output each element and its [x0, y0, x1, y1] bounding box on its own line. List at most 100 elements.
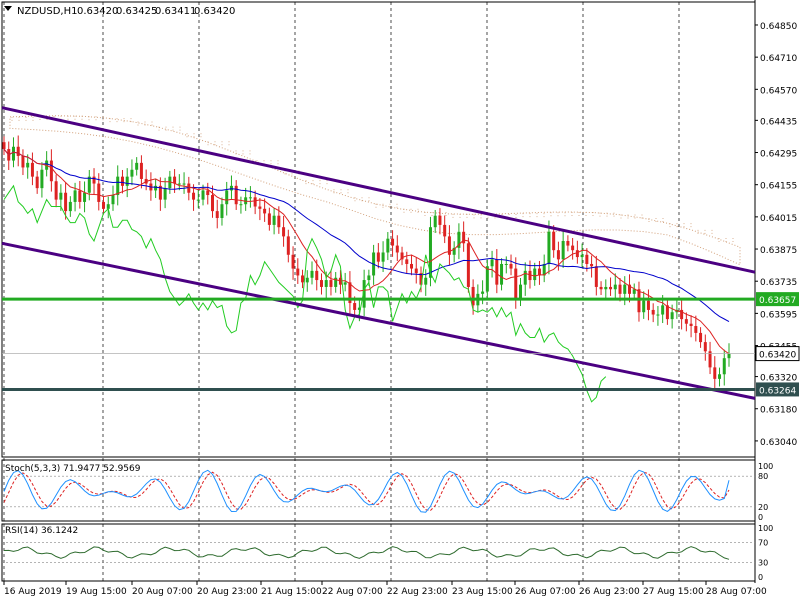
candle-body	[367, 275, 371, 281]
y-tick-label: 0.63320	[760, 374, 797, 384]
candle-body	[556, 250, 560, 260]
candle-body	[485, 266, 489, 292]
candle-body	[642, 300, 646, 313]
ohlc-low: 0.63411	[155, 6, 196, 17]
candle-body	[353, 303, 357, 310]
candle-body	[163, 188, 167, 200]
candle-body	[599, 286, 603, 290]
x-tick-label: 16 Aug 2019	[4, 587, 62, 597]
candle-body	[443, 224, 447, 237]
x-tick-label: 20 Aug 07:00	[132, 587, 193, 597]
candle-body	[135, 162, 139, 170]
candle-body	[414, 268, 418, 274]
candle-body	[542, 263, 546, 276]
candle-body	[481, 291, 485, 294]
candle-body	[452, 247, 456, 255]
candle-body	[561, 240, 565, 260]
candle-body	[87, 176, 91, 193]
x-tick-label: 26 Aug 23:00	[579, 587, 640, 597]
candle-body	[26, 162, 30, 168]
candle-body	[201, 190, 205, 200]
candle-body	[708, 351, 712, 368]
candle-body	[35, 176, 39, 189]
candle-body	[490, 259, 494, 267]
y-tick-label: 0.64155	[760, 182, 797, 192]
candle-body	[64, 192, 68, 212]
candle-body	[400, 252, 404, 260]
symbol-label: NZDUSD,H1	[17, 6, 77, 17]
candle-body	[632, 289, 636, 294]
x-tick-label: 27 Aug 15:00	[643, 587, 704, 597]
candle-body	[182, 183, 186, 185]
candle-body	[357, 307, 361, 310]
candle-body	[192, 192, 196, 200]
candle-body	[68, 201, 72, 212]
candle-body	[519, 284, 523, 299]
candle-body	[376, 252, 380, 262]
candle-body	[537, 268, 541, 276]
candle-body	[59, 192, 63, 200]
candle-body	[305, 277, 309, 283]
candle-body	[552, 231, 556, 251]
x-tick-label: 26 Aug 07:00	[515, 587, 576, 597]
candle-body	[609, 286, 613, 290]
support-dark-label: 0.63264	[759, 386, 796, 396]
x-tick-label: 22 Aug 23:00	[387, 587, 448, 597]
candle-body	[229, 185, 233, 191]
candle-body	[457, 231, 461, 248]
candle-body	[206, 190, 210, 196]
kijun-line	[3, 148, 730, 323]
candle-body	[2, 142, 6, 150]
candle-body	[580, 254, 584, 258]
stoch-label: Stoch(5,3,3) 71.9477 52.9569	[5, 464, 141, 474]
candle-body	[272, 215, 276, 225]
stoch-level-label: 20	[758, 503, 768, 512]
candle-body	[116, 176, 120, 196]
candle-body	[689, 323, 693, 327]
x-tick-label: 28 Aug 07:00	[706, 587, 767, 597]
candle-body	[168, 176, 172, 189]
y-tick-label: 0.64850	[760, 22, 797, 32]
candle-body	[11, 146, 15, 161]
stoch-level-label: 0	[758, 513, 763, 522]
ohlc-close: 0.63420	[194, 6, 235, 17]
candle-body	[334, 277, 338, 287]
candle-body	[547, 231, 551, 264]
candle-body	[277, 215, 281, 228]
candle-body	[495, 259, 499, 285]
x-tick-label: 23 Aug 15:00	[452, 587, 513, 597]
candle-body	[92, 176, 96, 184]
trend-lines	[1, 106, 756, 400]
candle-body	[566, 240, 570, 246]
candle-body	[661, 305, 665, 315]
indicator-lines	[3, 148, 730, 403]
candle-body	[111, 195, 115, 205]
tenkan-line	[3, 148, 730, 355]
candle-body	[391, 238, 395, 246]
candle-body	[433, 215, 437, 228]
candle-body	[571, 245, 575, 251]
stoch-level-label: 100	[758, 462, 773, 471]
candles	[2, 135, 731, 390]
candle-body	[343, 282, 347, 285]
candle-body	[684, 319, 688, 324]
candle-body	[713, 367, 717, 379]
dropdown-arrow-icon[interactable]	[4, 6, 12, 11]
rsi-level-label: 70	[758, 539, 768, 548]
candle-body	[419, 273, 423, 285]
candle-body	[466, 243, 470, 287]
candle-body	[130, 169, 134, 177]
candle-body	[623, 284, 627, 294]
axes: 0.64850 0.64710 0.64570 0.64435 0.64295 0.641…	[3, 22, 800, 597]
candle-body	[329, 280, 333, 287]
candle-body	[718, 374, 722, 379]
candle-body	[670, 312, 674, 320]
candle-body	[296, 268, 300, 276]
candle-body	[509, 263, 513, 269]
candle-body	[447, 236, 451, 255]
candle-body	[348, 282, 352, 304]
y-tick-label: 0.64710	[760, 54, 797, 64]
